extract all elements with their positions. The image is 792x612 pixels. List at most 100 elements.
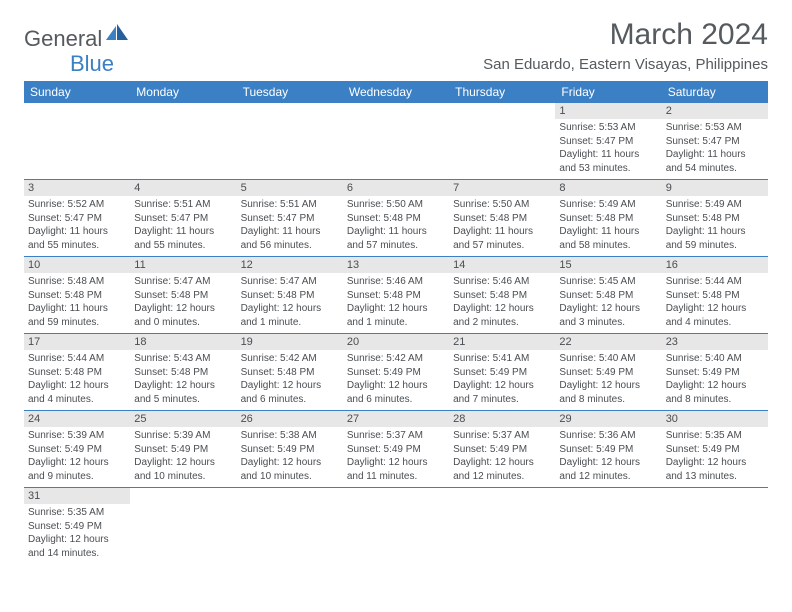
day-details: Sunrise: 5:44 AMSunset: 5:48 PMDaylight:… [24, 350, 130, 410]
day-details: Sunrise: 5:51 AMSunset: 5:47 PMDaylight:… [237, 196, 343, 256]
empty-cell [130, 103, 236, 180]
calendar-row: 10Sunrise: 5:48 AMSunset: 5:48 PMDayligh… [24, 257, 768, 334]
day-cell: 4Sunrise: 5:51 AMSunset: 5:47 PMDaylight… [130, 180, 236, 257]
day-number: 31 [24, 488, 130, 504]
day-details: Sunrise: 5:50 AMSunset: 5:48 PMDaylight:… [343, 196, 449, 256]
day-details: Sunrise: 5:36 AMSunset: 5:49 PMDaylight:… [555, 427, 661, 487]
day-cell: 27Sunrise: 5:37 AMSunset: 5:49 PMDayligh… [343, 411, 449, 488]
day-cell: 11Sunrise: 5:47 AMSunset: 5:48 PMDayligh… [130, 257, 236, 334]
empty-cell [237, 103, 343, 180]
day-cell: 5Sunrise: 5:51 AMSunset: 5:47 PMDaylight… [237, 180, 343, 257]
day-header: Tuesday [237, 81, 343, 103]
empty-cell [662, 488, 768, 565]
sail-icon [106, 24, 128, 45]
day-details: Sunrise: 5:38 AMSunset: 5:49 PMDaylight:… [237, 427, 343, 487]
day-number: 29 [555, 411, 661, 427]
day-number: 4 [130, 180, 236, 196]
day-number: 21 [449, 334, 555, 350]
day-cell: 21Sunrise: 5:41 AMSunset: 5:49 PMDayligh… [449, 334, 555, 411]
day-cell: 12Sunrise: 5:47 AMSunset: 5:48 PMDayligh… [237, 257, 343, 334]
day-cell: 7Sunrise: 5:50 AMSunset: 5:48 PMDaylight… [449, 180, 555, 257]
day-details: Sunrise: 5:42 AMSunset: 5:48 PMDaylight:… [237, 350, 343, 410]
calendar-row: 3Sunrise: 5:52 AMSunset: 5:47 PMDaylight… [24, 180, 768, 257]
day-details: Sunrise: 5:46 AMSunset: 5:48 PMDaylight:… [449, 273, 555, 333]
empty-cell [237, 488, 343, 565]
day-details: Sunrise: 5:43 AMSunset: 5:48 PMDaylight:… [130, 350, 236, 410]
day-details: Sunrise: 5:48 AMSunset: 5:48 PMDaylight:… [24, 273, 130, 333]
day-number: 26 [237, 411, 343, 427]
day-cell: 31Sunrise: 5:35 AMSunset: 5:49 PMDayligh… [24, 488, 130, 565]
title-block: March 2024 San Eduardo, Eastern Visayas,… [483, 18, 768, 81]
day-header-row: SundayMondayTuesdayWednesdayThursdayFrid… [24, 81, 768, 103]
day-number: 1 [555, 103, 661, 119]
empty-cell [555, 488, 661, 565]
calendar-page: General March 2024 San Eduardo, Eastern … [0, 0, 792, 564]
day-cell: 19Sunrise: 5:42 AMSunset: 5:48 PMDayligh… [237, 334, 343, 411]
brand-logo: General [24, 24, 130, 53]
day-number: 2 [662, 103, 768, 119]
day-number: 17 [24, 334, 130, 350]
day-header: Sunday [24, 81, 130, 103]
day-cell: 18Sunrise: 5:43 AMSunset: 5:48 PMDayligh… [130, 334, 236, 411]
day-cell: 26Sunrise: 5:38 AMSunset: 5:49 PMDayligh… [237, 411, 343, 488]
month-title: March 2024 [483, 18, 768, 52]
day-number: 22 [555, 334, 661, 350]
calendar-table: SundayMondayTuesdayWednesdayThursdayFrid… [24, 81, 768, 564]
day-number: 27 [343, 411, 449, 427]
day-number: 6 [343, 180, 449, 196]
empty-cell [449, 488, 555, 565]
header: General March 2024 San Eduardo, Eastern … [24, 18, 768, 81]
day-details: Sunrise: 5:40 AMSunset: 5:49 PMDaylight:… [555, 350, 661, 410]
day-details: Sunrise: 5:41 AMSunset: 5:49 PMDaylight:… [449, 350, 555, 410]
day-header: Wednesday [343, 81, 449, 103]
day-details: Sunrise: 5:44 AMSunset: 5:48 PMDaylight:… [662, 273, 768, 333]
day-number: 7 [449, 180, 555, 196]
day-cell: 10Sunrise: 5:48 AMSunset: 5:48 PMDayligh… [24, 257, 130, 334]
day-details: Sunrise: 5:51 AMSunset: 5:47 PMDaylight:… [130, 196, 236, 256]
location-text: San Eduardo, Eastern Visayas, Philippine… [483, 56, 768, 73]
brand-part1: General [24, 26, 102, 52]
day-details: Sunrise: 5:35 AMSunset: 5:49 PMDaylight:… [662, 427, 768, 487]
day-cell: 23Sunrise: 5:40 AMSunset: 5:49 PMDayligh… [662, 334, 768, 411]
day-number: 9 [662, 180, 768, 196]
day-number: 11 [130, 257, 236, 273]
day-details: Sunrise: 5:35 AMSunset: 5:49 PMDaylight:… [24, 504, 130, 564]
day-details: Sunrise: 5:37 AMSunset: 5:49 PMDaylight:… [343, 427, 449, 487]
day-number: 30 [662, 411, 768, 427]
day-cell: 2Sunrise: 5:53 AMSunset: 5:47 PMDaylight… [662, 103, 768, 180]
day-number: 3 [24, 180, 130, 196]
day-cell: 15Sunrise: 5:45 AMSunset: 5:48 PMDayligh… [555, 257, 661, 334]
day-details: Sunrise: 5:39 AMSunset: 5:49 PMDaylight:… [24, 427, 130, 487]
empty-cell [343, 103, 449, 180]
day-cell: 24Sunrise: 5:39 AMSunset: 5:49 PMDayligh… [24, 411, 130, 488]
calendar-row: 31Sunrise: 5:35 AMSunset: 5:49 PMDayligh… [24, 488, 768, 565]
day-number: 28 [449, 411, 555, 427]
brand-part2: Blue [70, 51, 114, 76]
day-header: Saturday [662, 81, 768, 103]
day-number: 8 [555, 180, 661, 196]
day-header: Monday [130, 81, 236, 103]
day-cell: 16Sunrise: 5:44 AMSunset: 5:48 PMDayligh… [662, 257, 768, 334]
empty-cell [130, 488, 236, 565]
day-details: Sunrise: 5:45 AMSunset: 5:48 PMDaylight:… [555, 273, 661, 333]
day-number: 5 [237, 180, 343, 196]
day-number: 16 [662, 257, 768, 273]
day-details: Sunrise: 5:47 AMSunset: 5:48 PMDaylight:… [237, 273, 343, 333]
day-number: 15 [555, 257, 661, 273]
day-details: Sunrise: 5:42 AMSunset: 5:49 PMDaylight:… [343, 350, 449, 410]
day-cell: 30Sunrise: 5:35 AMSunset: 5:49 PMDayligh… [662, 411, 768, 488]
day-details: Sunrise: 5:53 AMSunset: 5:47 PMDaylight:… [662, 119, 768, 179]
day-number: 19 [237, 334, 343, 350]
calendar-body: 1Sunrise: 5:53 AMSunset: 5:47 PMDaylight… [24, 103, 768, 564]
day-number: 14 [449, 257, 555, 273]
day-number: 13 [343, 257, 449, 273]
day-number: 12 [237, 257, 343, 273]
calendar-row: 17Sunrise: 5:44 AMSunset: 5:48 PMDayligh… [24, 334, 768, 411]
day-cell: 13Sunrise: 5:46 AMSunset: 5:48 PMDayligh… [343, 257, 449, 334]
day-cell: 14Sunrise: 5:46 AMSunset: 5:48 PMDayligh… [449, 257, 555, 334]
day-details: Sunrise: 5:39 AMSunset: 5:49 PMDaylight:… [130, 427, 236, 487]
day-number: 20 [343, 334, 449, 350]
day-details: Sunrise: 5:40 AMSunset: 5:49 PMDaylight:… [662, 350, 768, 410]
empty-cell [343, 488, 449, 565]
day-details: Sunrise: 5:49 AMSunset: 5:48 PMDaylight:… [555, 196, 661, 256]
